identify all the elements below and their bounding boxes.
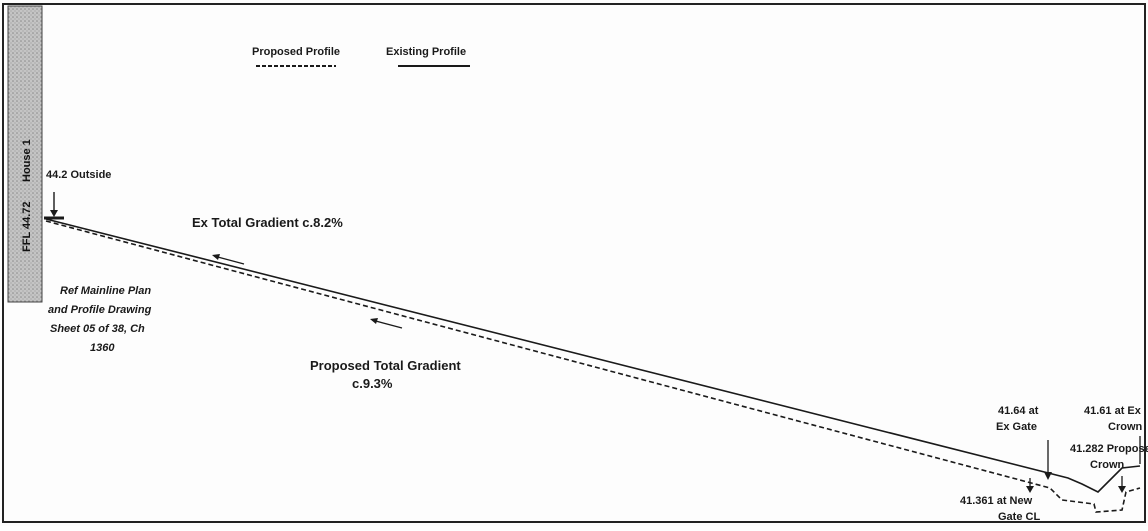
sheet-border bbox=[2, 3, 1146, 523]
existing-profile-line bbox=[45, 218, 1141, 493]
proposed-gradient-label-line1: Proposed Total Gradient bbox=[310, 358, 461, 373]
ffl-label: FFL 44.72 bbox=[21, 201, 33, 252]
proposed-gradient-label-line2: c.9.3% bbox=[352, 376, 393, 391]
proposed-crown-label-line2: Crown bbox=[1090, 459, 1125, 471]
ex-gate-label-line2: Ex Gate bbox=[996, 421, 1037, 433]
proposed-gradient-arrowhead bbox=[370, 318, 378, 324]
ex-gate-arrowhead bbox=[1044, 472, 1052, 480]
outside-level-arrowhead bbox=[50, 210, 58, 217]
legend-proposed-label: Proposed Profile bbox=[252, 46, 340, 58]
ex-crown-label-line2: Crown bbox=[1108, 421, 1143, 433]
ex-crown-label-line1: 41.61 at Ex bbox=[1084, 405, 1142, 417]
house-label: House 1 bbox=[21, 139, 33, 182]
legend-existing-label: Existing Profile bbox=[386, 46, 466, 58]
ex-gate-label-line1: 41.64 at bbox=[998, 405, 1039, 417]
ex-gradient-label: Ex Total Gradient c.8.2% bbox=[192, 215, 343, 230]
ex-gradient-arrow bbox=[213, 255, 245, 265]
ex-gradient-arrowhead bbox=[212, 254, 220, 260]
proposed-gradient-arrow bbox=[371, 319, 403, 329]
new-gate-arrowhead bbox=[1026, 486, 1034, 493]
proposed-crown-label-line1: 41.282 Proposed bbox=[1070, 443, 1148, 455]
reference-note-line4: 1360 bbox=[90, 342, 115, 354]
reference-note-line2: and Profile Drawing bbox=[48, 304, 152, 316]
proposed-profile-line bbox=[45, 220, 1141, 513]
proposed-crown-arrowhead bbox=[1118, 486, 1126, 493]
new-gate-label-line1: 41.361 at New bbox=[960, 495, 1033, 507]
new-gate-label-line2: Gate CL bbox=[998, 511, 1040, 523]
house-wall-strip bbox=[7, 5, 43, 303]
reference-note-line3: Sheet 05 of 38, Ch bbox=[50, 323, 145, 335]
reference-note-line1: Ref Mainline Plan bbox=[60, 285, 151, 297]
outside-level-label: 44.2 Outside bbox=[46, 169, 111, 181]
